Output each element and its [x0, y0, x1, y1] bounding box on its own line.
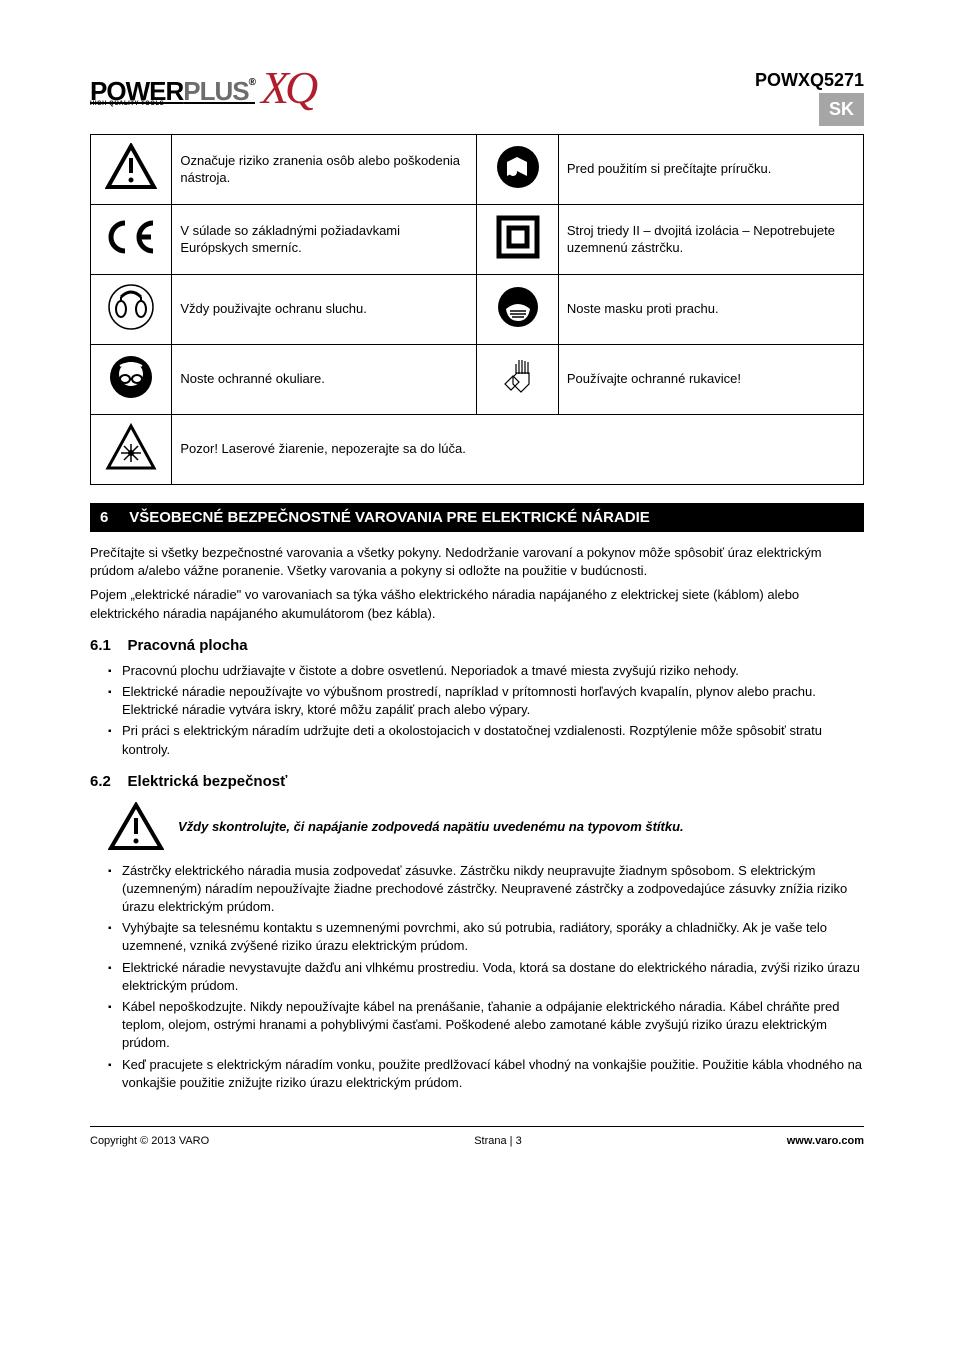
list-item: Pri práci s elektrickým náradím udržujte…: [108, 722, 864, 758]
table-row: Noste ochranné okuliare. Používajte ochr…: [91, 345, 864, 415]
icon-cell: [91, 345, 172, 415]
brand-logo: POWERPLUS® HIGH QUALITY TOOLS XQ: [90, 70, 314, 107]
page-indicator: Strana | 3: [474, 1135, 522, 1147]
bullet-list: Pracovnú plochu udržiavajte v čistote a …: [90, 662, 864, 759]
icon-cell: [477, 275, 558, 345]
laser-icon: [104, 422, 158, 472]
logo-reg: ®: [249, 77, 255, 88]
intro-paragraph-1: Prečítajte si všetky bezpečnostné varova…: [90, 544, 864, 580]
table-row: V súlade so základnými požiadavkami Euró…: [91, 205, 864, 275]
icon-cell: [91, 135, 172, 205]
symbol-text: Vždy použivajte ochranu sluchu.: [172, 275, 477, 345]
section-number: 6: [100, 509, 108, 526]
subsection-num: 6.1: [90, 637, 111, 654]
eye-protection-icon: [108, 354, 154, 400]
logo-xq: XQ: [261, 70, 314, 107]
intro-paragraph-2: Pojem „elektrické náradie" vo varovaniac…: [90, 586, 864, 622]
page-header: POWERPLUS® HIGH QUALITY TOOLS XQ POWXQ52…: [90, 70, 864, 126]
table-row: Vždy použivajte ochranu sluchu. Noste ma…: [91, 275, 864, 345]
icon-cell: [477, 345, 558, 415]
symbol-text: Označuje riziko zranenia osôb alebo pošk…: [172, 135, 477, 205]
table-row: Pozor! Laserové žiarenie, nepozerajte sa…: [91, 415, 864, 485]
list-item: Elektrické náradie nevystavujte dažďu an…: [108, 959, 864, 995]
icon-cell: [477, 135, 558, 205]
symbol-text: Používajte ochranné rukavice!: [558, 345, 863, 415]
section-heading: 6 VŠEOBECNÉ BEZPEČNOSTNÉ VAROVANIA PRE E…: [90, 503, 864, 532]
header-right: POWXQ5271 SK: [755, 70, 864, 126]
logo-plus: PLUS: [183, 76, 248, 106]
warning-triangle-icon: [105, 143, 157, 191]
list-item: Vyhýbajte sa telesnému kontaktu s uzemne…: [108, 919, 864, 955]
symbol-text: V súlade so základnými požiadavkami Euró…: [172, 205, 477, 275]
inline-warning-text: Vždy skontrolujte, či napájanie zodpoved…: [178, 818, 684, 836]
symbol-text: Pred použitím si prečítajte príručku.: [558, 135, 863, 205]
subsection-heading: 6.2 Elektrická bezpečnosť: [90, 773, 864, 790]
subsection-title: Elektrická bezpečnosť: [128, 773, 288, 790]
inline-warning: Vždy skontrolujte, či napájanie zodpoved…: [90, 802, 864, 852]
ear-protection-icon: [107, 283, 155, 331]
subsection-heading: 6.1 Pracovná plocha: [90, 637, 864, 654]
list-item: Zástrčky elektrického náradia musia zodp…: [108, 862, 864, 917]
dust-mask-icon: [496, 285, 540, 329]
list-item: Kábel nepoškodzujte. Nikdy nepoužívajte …: [108, 998, 864, 1053]
model-number: POWXQ5271: [755, 70, 864, 91]
list-item: Elektrické náradie nepoužívajte vo výbuš…: [108, 683, 864, 719]
gloves-icon: [495, 354, 541, 400]
icon-cell: [91, 275, 172, 345]
warning-triangle-icon: [108, 802, 164, 852]
bullet-list: Zástrčky elektrického náradia musia zodp…: [90, 862, 864, 1092]
list-item: Keď pracujete s elektrickým náradím vonk…: [108, 1056, 864, 1092]
symbol-text: Pozor! Laserové žiarenie, nepozerajte sa…: [172, 415, 864, 485]
language-badge: SK: [819, 93, 864, 126]
read-manual-icon: [495, 144, 541, 190]
class2-icon: [495, 214, 541, 260]
copyright: Copyright © 2013 VARO: [90, 1135, 209, 1147]
section-title: VŠEOBECNÉ BEZPEČNOSTNÉ VAROVANIA PRE ELE…: [129, 509, 650, 526]
symbol-table: Označuje riziko zranenia osôb alebo pošk…: [90, 134, 864, 485]
symbol-text: Noste ochranné okuliare.: [172, 345, 477, 415]
subsection-title: Pracovná plocha: [128, 637, 248, 654]
icon-cell: [91, 205, 172, 275]
symbol-text: Stroj triedy II – dvojitá izolácia – Nep…: [558, 205, 863, 275]
table-row: Označuje riziko zranenia osôb alebo pošk…: [91, 135, 864, 205]
icon-cell: [91, 415, 172, 485]
page-footer: Copyright © 2013 VARO Strana | 3 www.var…: [90, 1126, 864, 1147]
symbol-text: Noste masku proti prachu.: [558, 275, 863, 345]
ce-mark-icon: [103, 217, 159, 257]
subsection-num: 6.2: [90, 773, 111, 790]
list-item: Pracovnú plochu udržiavajte v čistote a …: [108, 662, 864, 680]
website: www.varo.com: [787, 1135, 864, 1147]
icon-cell: [477, 205, 558, 275]
